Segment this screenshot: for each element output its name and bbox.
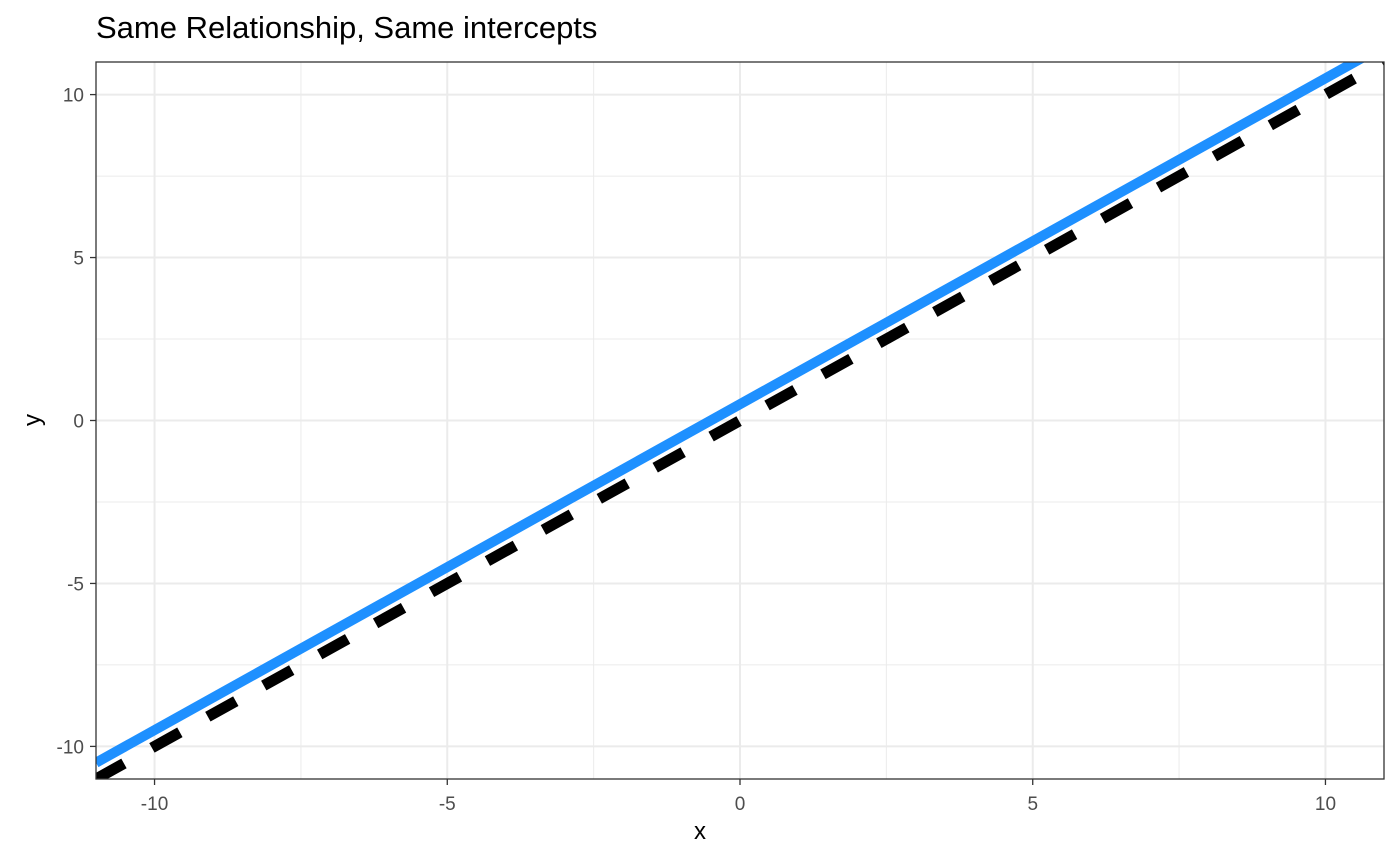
chart-title: Same Relationship, Same intercepts <box>96 10 598 45</box>
x-tick-label: 10 <box>1315 794 1336 815</box>
x-tick-label: -5 <box>439 794 456 815</box>
solid-line <box>96 62 1366 768</box>
y-axis-label: y <box>19 414 46 426</box>
y-tick-label: 5 <box>73 249 84 270</box>
x-tick-label: 0 <box>735 794 746 815</box>
y-tick-label: 10 <box>63 86 84 107</box>
y-tick-label: 0 <box>73 412 84 433</box>
y-tick-label: -5 <box>67 574 84 595</box>
dashed-line <box>96 62 1384 779</box>
x-axis-label: x <box>694 818 706 845</box>
y-tick-label: -10 <box>57 737 84 758</box>
x-tick-label: -10 <box>141 794 168 815</box>
x-tick-label: 5 <box>1027 794 1038 815</box>
